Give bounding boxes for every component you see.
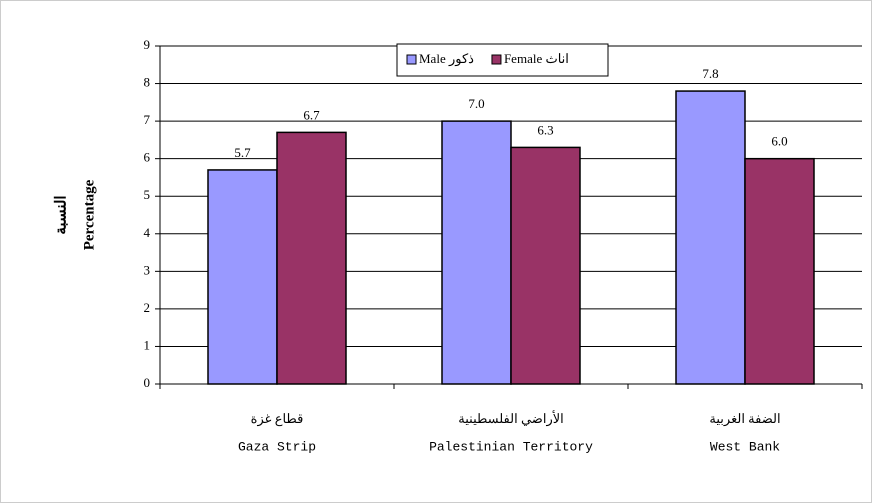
value-label: 6.0 [771, 134, 787, 149]
y-axis-title: النسبة Percentage [53, 179, 97, 250]
legend: Male ذكور Female اناث [396, 43, 609, 77]
bar [744, 157, 815, 385]
y-tick-label: 2 [144, 300, 151, 315]
x-tick-label-ar: قطاع غزة [251, 411, 304, 427]
value-label: 6.7 [303, 107, 320, 122]
x-tick-label-ar: الضفة الغربية [709, 411, 780, 427]
y-axis-title-en: Percentage [81, 179, 97, 250]
legend-swatch [406, 54, 417, 65]
y-axis-title-ar: النسبة [53, 195, 69, 234]
bar [207, 169, 278, 385]
y-tick-label: 9 [144, 37, 151, 52]
y-tick-label: 8 [144, 75, 151, 90]
value-label: 6.3 [537, 122, 553, 137]
legend-label: Male ذكور [419, 51, 474, 67]
y-tick-label: 5 [144, 187, 151, 202]
value-label: 5.7 [234, 145, 251, 160]
legend-swatch [491, 54, 502, 65]
y-tick-label: 1 [144, 337, 151, 352]
x-tick-label: Palestinian Territory [429, 439, 593, 454]
legend-box [396, 43, 609, 77]
value-label: 7.0 [468, 96, 484, 111]
x-tick-label-ar: الأراضي الفلسطينية [458, 410, 564, 427]
bar [675, 90, 746, 385]
y-tick-label: 0 [144, 375, 151, 390]
y-tick-label: 4 [144, 225, 151, 240]
y-tick-label: 7 [144, 112, 151, 127]
x-tick-label: Gaza Strip [238, 439, 316, 454]
legend-label: Female اناث [504, 51, 569, 66]
y-tick-label: 3 [144, 262, 151, 277]
x-tick-label: West Bank [710, 439, 780, 454]
bar [441, 120, 512, 385]
value-label: 7.8 [702, 66, 718, 81]
bar [276, 131, 347, 385]
y-tick-label: 6 [144, 150, 151, 165]
bar [510, 146, 581, 385]
